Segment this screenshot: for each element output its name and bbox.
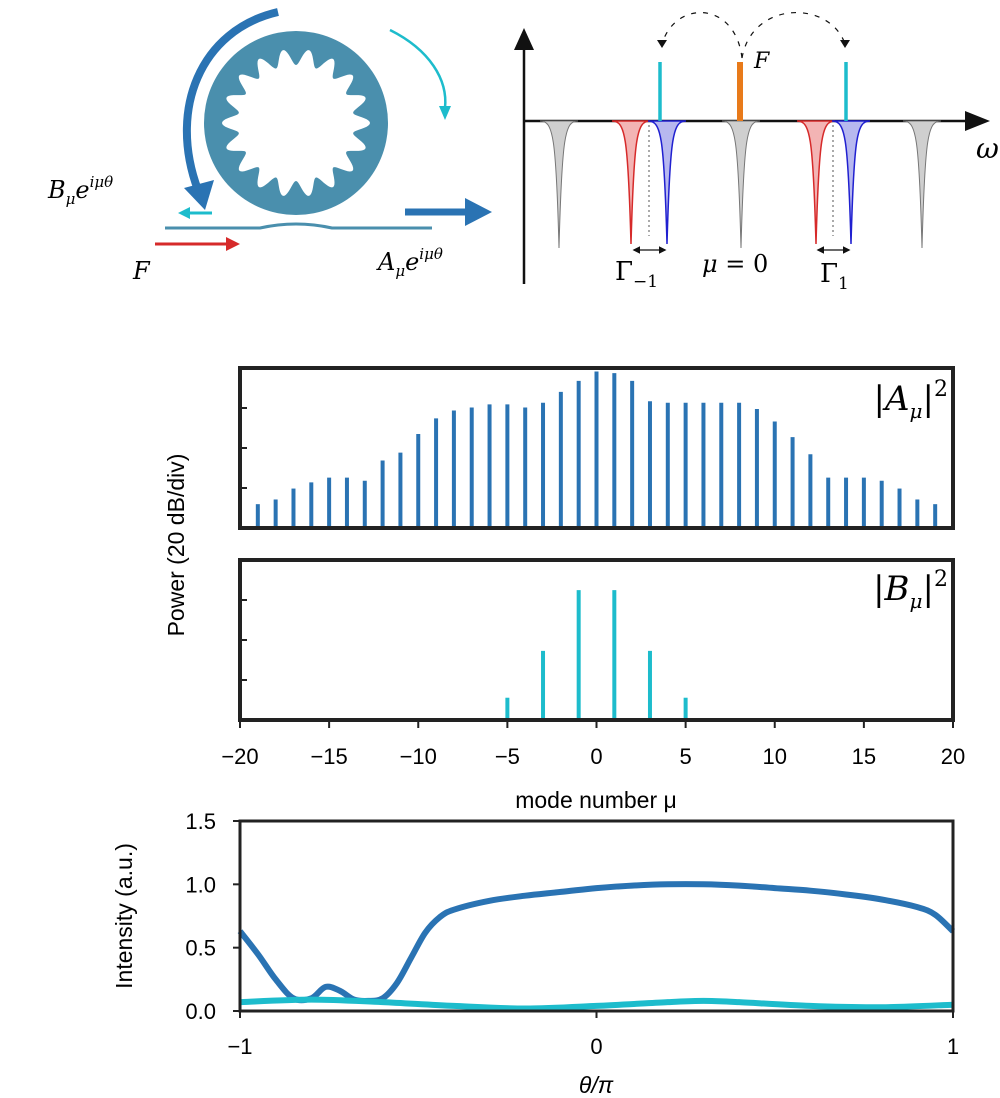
coupling-arc-right-head	[840, 40, 850, 48]
A-panel-title: |Aμ|2	[874, 377, 949, 423]
coupling-arc-left-head	[657, 40, 667, 48]
theta-tick-label: 0	[590, 1034, 602, 1059]
ring-inner-cavity	[222, 50, 370, 196]
A-field-label: Aμeiμθ	[376, 245, 443, 280]
B-bars	[505, 590, 688, 718]
mode-tick-label: −20	[221, 744, 258, 769]
drive-label: F	[132, 257, 151, 285]
intensity-axis-label: Intensity (a.u.)	[111, 843, 137, 989]
intensity-panel: 0.0 0.5 1.0 1.5 −1 0 1 Intensity (a.u.) θ/π	[111, 809, 959, 1098]
forward-circulation-arrow	[389, 28, 447, 109]
B-spectrum-panel: |Bμ|2 −20 −15 −10 −5 0 5 10 15 20 mode number μ	[221, 558, 965, 813]
forward-circulation-arrowhead	[439, 106, 451, 120]
mu-zero-label: μ = 0	[702, 250, 768, 278]
omega-label: ω	[976, 132, 999, 165]
A-spectrum-panel: |Aμ|2	[238, 366, 955, 530]
mode-tick-label: 15	[852, 744, 876, 769]
backward-circulation-arrowhead	[184, 180, 214, 210]
resonance-dip-red	[796, 120, 836, 245]
mode-number-ticks: −20 −15 −10 −5 0 5 10 15 20	[221, 720, 965, 769]
B-panel-frame	[238, 558, 955, 722]
resonance-dip-blue	[831, 120, 871, 245]
theta-tick-label: −1	[227, 1034, 252, 1059]
gamma-left-label: Γ−1	[615, 257, 658, 292]
drive-arrowhead	[226, 237, 240, 251]
intensity-ticks: 0.0 0.5 1.0 1.5 −1 0 1	[185, 809, 959, 1059]
mode-tick-label: −15	[310, 744, 347, 769]
mode-tick-label: 10	[763, 744, 787, 769]
B-panel-title: |Bμ|2	[873, 567, 948, 613]
resonance-dip-red	[611, 120, 651, 245]
intensity-ytick-label: 0.0	[185, 999, 216, 1024]
intensity-line-A	[237, 881, 956, 1005]
intensity-panel-frame	[238, 819, 955, 1013]
power-axis-label: Power (20 dB/div)	[163, 454, 189, 637]
ring-schematic: Bμeiμθ Aμeiμθ F	[47, 8, 492, 285]
B-field-label: Bμeiμθ	[47, 173, 113, 208]
intensity-ytick-label: 0.5	[185, 936, 216, 961]
mode-tick-label: 20	[941, 744, 965, 769]
theta-tick-label: 1	[947, 1034, 959, 1059]
theta-axis-label: θ/π	[579, 1072, 614, 1098]
resonance-dip	[902, 120, 942, 249]
mode-number-axis-label: mode number μ	[515, 787, 677, 813]
pump-label: F	[753, 49, 770, 74]
mode-tick-label: 0	[590, 744, 602, 769]
mode-tick-label: 5	[680, 744, 692, 769]
resonance-dip	[539, 120, 579, 249]
spectrum-y-arrowhead	[514, 28, 534, 50]
gamma-right-label: Γ1	[820, 259, 849, 294]
coupling-arc-right	[741, 12, 846, 59]
spectrum-x-arrowhead	[965, 111, 990, 131]
output-A-arrowhead	[465, 198, 492, 226]
intensity-ytick-label: 1.0	[185, 872, 216, 897]
mode-tick-label: −5	[495, 744, 520, 769]
A-bars	[255, 371, 938, 526]
resonance-dip	[721, 120, 761, 249]
intensity-ytick-label: 1.5	[185, 809, 216, 834]
resonance-dip-blue	[647, 120, 687, 245]
mode-tick-label: −10	[400, 744, 437, 769]
resonance-spectrum: ω F Γ−1 Γ1 μ = 0	[514, 11, 999, 294]
intensity-line-B	[239, 996, 954, 1012]
backward-circulation-arrow	[182, 8, 279, 192]
bus-waveguide	[165, 222, 432, 230]
output-B-arrowhead	[178, 207, 190, 219]
coupling-arc-left	[661, 11, 743, 59]
